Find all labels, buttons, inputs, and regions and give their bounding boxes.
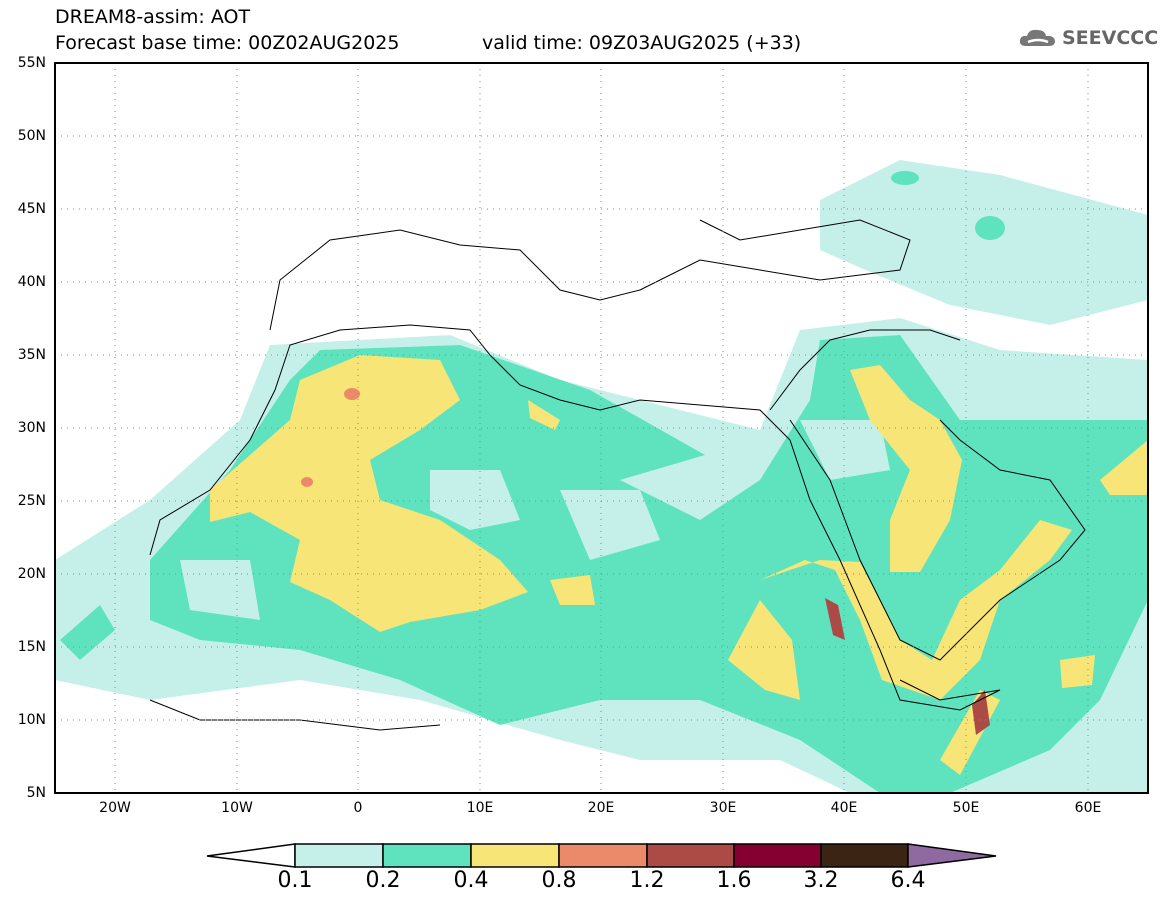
coastlines xyxy=(149,219,1086,731)
colorbar-label: 0.1 xyxy=(277,868,313,893)
map-frame xyxy=(54,62,1149,794)
aot-low-holes xyxy=(180,420,890,620)
lon-label: 0 xyxy=(353,800,363,816)
lat-label: 25N xyxy=(17,493,46,509)
graticule xyxy=(55,63,1148,793)
colorbar-underflow xyxy=(206,843,296,868)
colorbar-label: 1.2 xyxy=(629,868,665,893)
valid-time: valid time: 09Z03AUG2025 (+33) xyxy=(482,32,802,54)
lon-label: 50E xyxy=(952,800,980,816)
cloud-icon xyxy=(1019,29,1055,46)
lon-label: 60E xyxy=(1074,800,1102,816)
lat-label: 35N xyxy=(17,347,46,363)
lat-label: 15N xyxy=(17,639,46,655)
logo-text: SEEVCCC xyxy=(1062,27,1159,49)
colorbar-label: 6.4 xyxy=(890,868,926,893)
map-title: DREAM8-assim: AOT xyxy=(55,6,251,28)
colorbar-overflow xyxy=(907,843,997,868)
lat-label: 30N xyxy=(17,420,46,436)
aot-0.4-region xyxy=(210,355,1148,775)
lon-label: 40E xyxy=(830,800,858,816)
lat-label: 40N xyxy=(17,274,46,290)
lat-label: 45N xyxy=(17,201,46,217)
colorbar-label: 0.8 xyxy=(541,868,577,893)
colorbar-label: 3.2 xyxy=(803,868,839,893)
lat-label: 5N xyxy=(26,785,46,801)
lat-label: 50N xyxy=(17,128,46,144)
lon-label: 30E xyxy=(709,800,737,816)
seevccc-logo: SEEVCCC xyxy=(1018,26,1158,50)
lat-label: 10N xyxy=(17,712,46,728)
lon-label: 20W xyxy=(99,800,131,816)
lat-label: 20N xyxy=(17,566,46,582)
lat-label: 55N xyxy=(17,55,46,71)
colorbar xyxy=(206,843,997,868)
lon-label: 10E xyxy=(466,800,494,816)
forecast-base-time: Forecast base time: 00Z02AUG2025 xyxy=(55,32,400,54)
lon-label: 10W xyxy=(221,800,253,816)
lon-label: 20E xyxy=(587,800,615,816)
colorbar-label: 0.4 xyxy=(453,868,489,893)
colorbar-label: 0.2 xyxy=(365,868,401,893)
colorbar-label: 1.6 xyxy=(716,868,752,893)
